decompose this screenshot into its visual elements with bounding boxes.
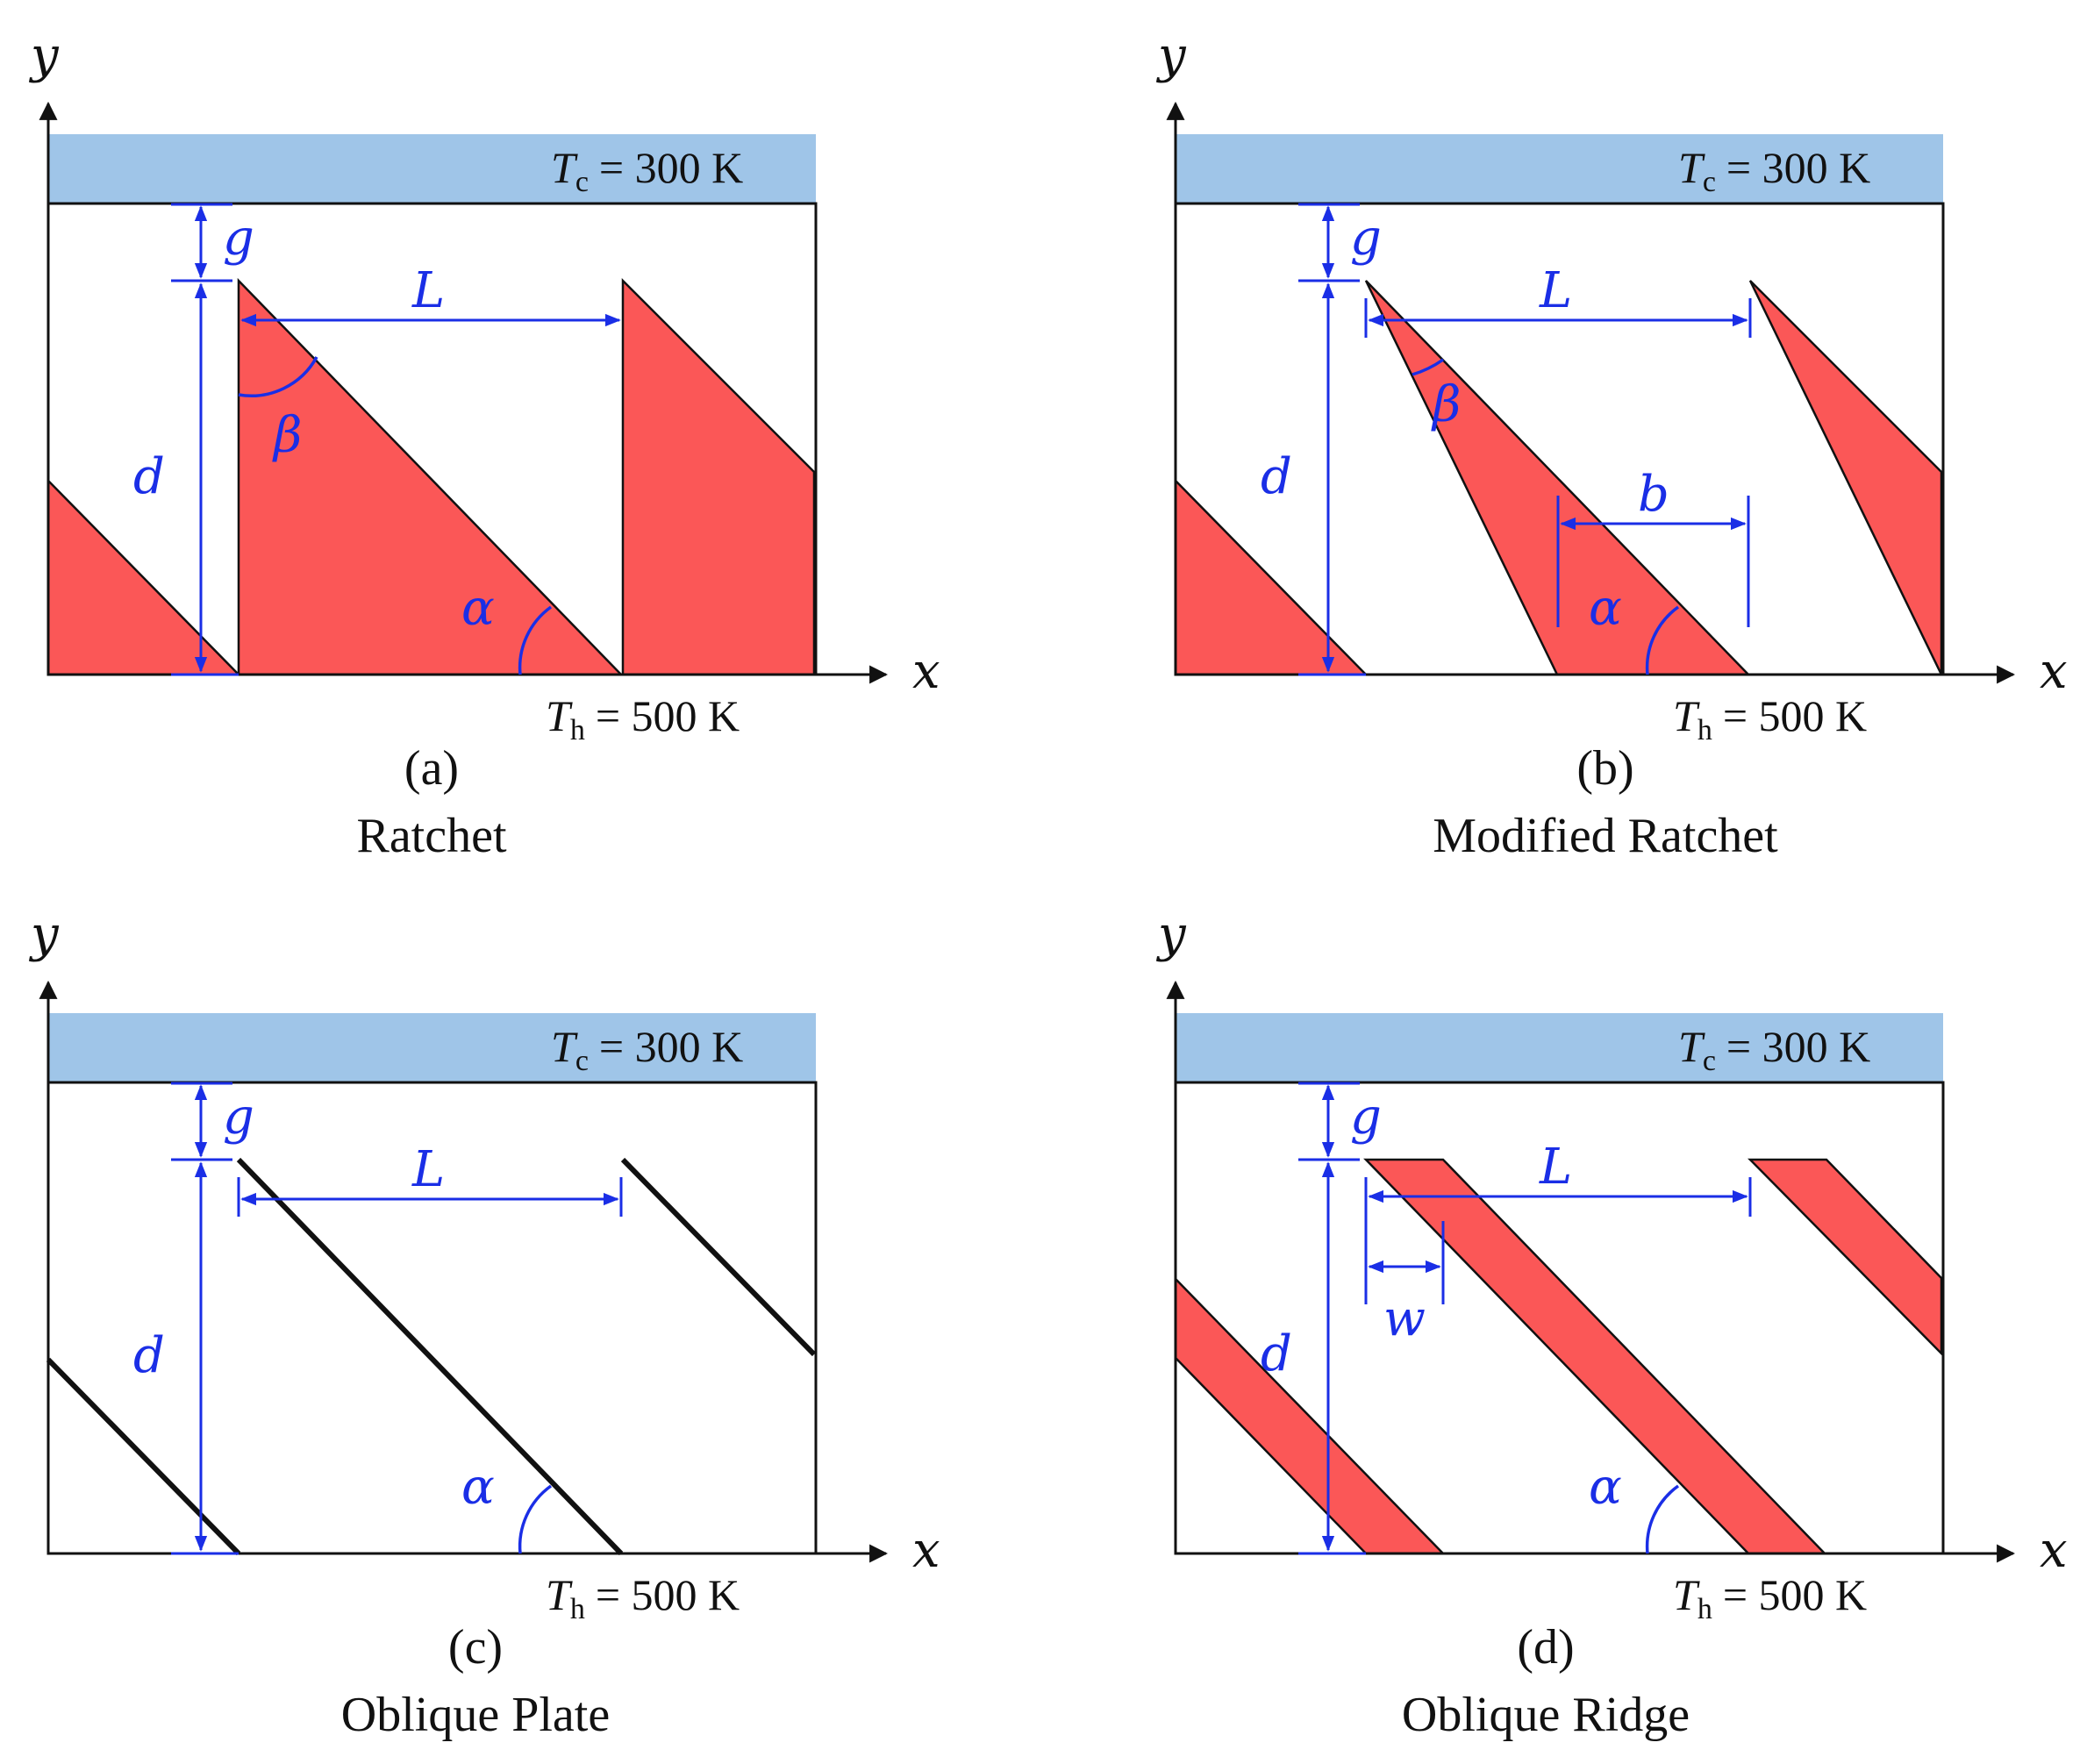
panel-a: Tc = 300 K y x g d L β α Th = 500 K (a) [28, 27, 940, 863]
alpha-arc [1645, 605, 1680, 675]
period-dimension [1364, 298, 1752, 338]
gap-dimension [171, 203, 232, 282]
period-dimension [1364, 1177, 1752, 1304]
period-label: L [411, 262, 445, 319]
ratchet-tooth-1 [237, 277, 624, 676]
depth-label: d [133, 1327, 165, 1384]
gap-label: g [1350, 1089, 1382, 1146]
depth-dimension [1298, 1161, 1366, 1555]
oblique-plate-2 [620, 1157, 817, 1357]
hot-temp-label: Th = 500 K [546, 1570, 740, 1625]
cold-temp-label: Tc = 300 K [551, 143, 743, 198]
x-axis-label: x [2040, 643, 2068, 700]
period-dimension [237, 1177, 623, 1217]
alpha-arc [518, 1484, 553, 1554]
oblique-plate-partial [46, 1357, 241, 1556]
svg-text:Th= 500 K: Th = 500 K [1673, 1570, 1867, 1625]
oblique-ridge-2 [1748, 1158, 1943, 1357]
depth-dimension [171, 1161, 239, 1555]
cold-temp-label: Tc = 300 K [551, 1022, 743, 1077]
ratchet-tooth-partial [46, 477, 241, 676]
gap-dimension [1298, 203, 1360, 282]
period-label: L [411, 1141, 445, 1198]
panel-title: Modified Ratchet [1433, 809, 1778, 863]
y-axis-label: y [28, 27, 60, 84]
panel-c: Tc = 300 K y x g d L α Th = 500 K [28, 906, 940, 1742]
base-width-label: b [1638, 466, 1669, 523]
beta-arc [238, 356, 318, 397]
panel-title: Oblique Ridge [1402, 1688, 1690, 1742]
ratchet-tooth-2 [621, 277, 816, 676]
oblique-plate-1 [236, 1157, 624, 1556]
x-axis-label: x [912, 643, 940, 700]
alpha-label: α [1589, 580, 1622, 637]
beta-label: β [272, 407, 302, 464]
alpha-label: α [461, 1459, 495, 1516]
gap-dimension [171, 1082, 232, 1161]
svg-text:Th= 500 K: Th = 500 K [546, 1570, 740, 1625]
alpha-arc [518, 605, 553, 675]
gap-label: g [1350, 210, 1382, 267]
cold-plate [1176, 1013, 1943, 1082]
panel-b: Tc = 300 K y x g d L β [1155, 27, 2068, 863]
panel-title: Ratchet [356, 809, 506, 863]
depth-dimension [1298, 282, 1366, 676]
beta-label: β [1431, 376, 1461, 433]
panel-label: (d) [1517, 1620, 1574, 1675]
modified-tooth-2 [1748, 280, 1943, 675]
period-label: L [1539, 262, 1572, 319]
depth-label: d [1261, 1325, 1292, 1382]
ridge-width-dimension [1368, 1221, 1445, 1304]
gap-dimension [1298, 1082, 1360, 1161]
svg-text:Th= 500 K: Th = 500 K [1673, 691, 1867, 746]
period-label: L [1539, 1139, 1572, 1196]
beta-arc [1412, 358, 1445, 376]
y-axis-label: y [28, 906, 60, 963]
modified-tooth-partial [1174, 477, 1369, 676]
svg-text:Tc= 300 K: Tc = 300 K [551, 1022, 743, 1077]
depth-label: d [133, 448, 165, 505]
y-axis-label: y [1155, 906, 1187, 963]
x-axis-label: x [2040, 1522, 2068, 1579]
panel-label: (c) [448, 1620, 503, 1675]
depth-label: d [1261, 448, 1292, 505]
gap-label: g [223, 210, 254, 267]
cold-plate [48, 134, 816, 204]
svg-text:Tc= 300 K: Tc = 300 K [1678, 143, 1870, 198]
base-width-dimension [1556, 496, 1750, 627]
depth-dimension [171, 282, 239, 676]
svg-text:Tc= 300 K: Tc = 300 K [551, 143, 743, 198]
hot-temp-label: Th = 500 K [546, 691, 740, 746]
x-axis-label: x [912, 1522, 940, 1579]
alpha-arc [1645, 1484, 1680, 1554]
alpha-label: α [461, 580, 495, 637]
panel-label: (a) [404, 741, 459, 796]
hot-temp-label: Th = 500 K [1673, 1570, 1867, 1625]
svg-text:Tc= 300 K: Tc = 300 K [1678, 1022, 1870, 1077]
svg-text:Th= 500 K: Th = 500 K [546, 691, 740, 746]
ridge-width-label: w [1383, 1290, 1426, 1347]
panel-title: Oblique Plate [341, 1688, 610, 1742]
cold-plate [48, 1013, 816, 1082]
panel-d: Tc = 300 K y x g d L w [1155, 906, 2068, 1742]
gap-label: g [223, 1089, 254, 1146]
cold-temp-label: Tc = 300 K [1678, 143, 1870, 198]
panel-label: (b) [1576, 741, 1633, 796]
hot-temp-label: Th = 500 K [1673, 691, 1867, 746]
cold-temp-label: Tc = 300 K [1678, 1022, 1870, 1077]
alpha-label: α [1589, 1459, 1622, 1516]
y-axis-label: y [1155, 27, 1187, 84]
cold-plate [1176, 134, 1943, 204]
